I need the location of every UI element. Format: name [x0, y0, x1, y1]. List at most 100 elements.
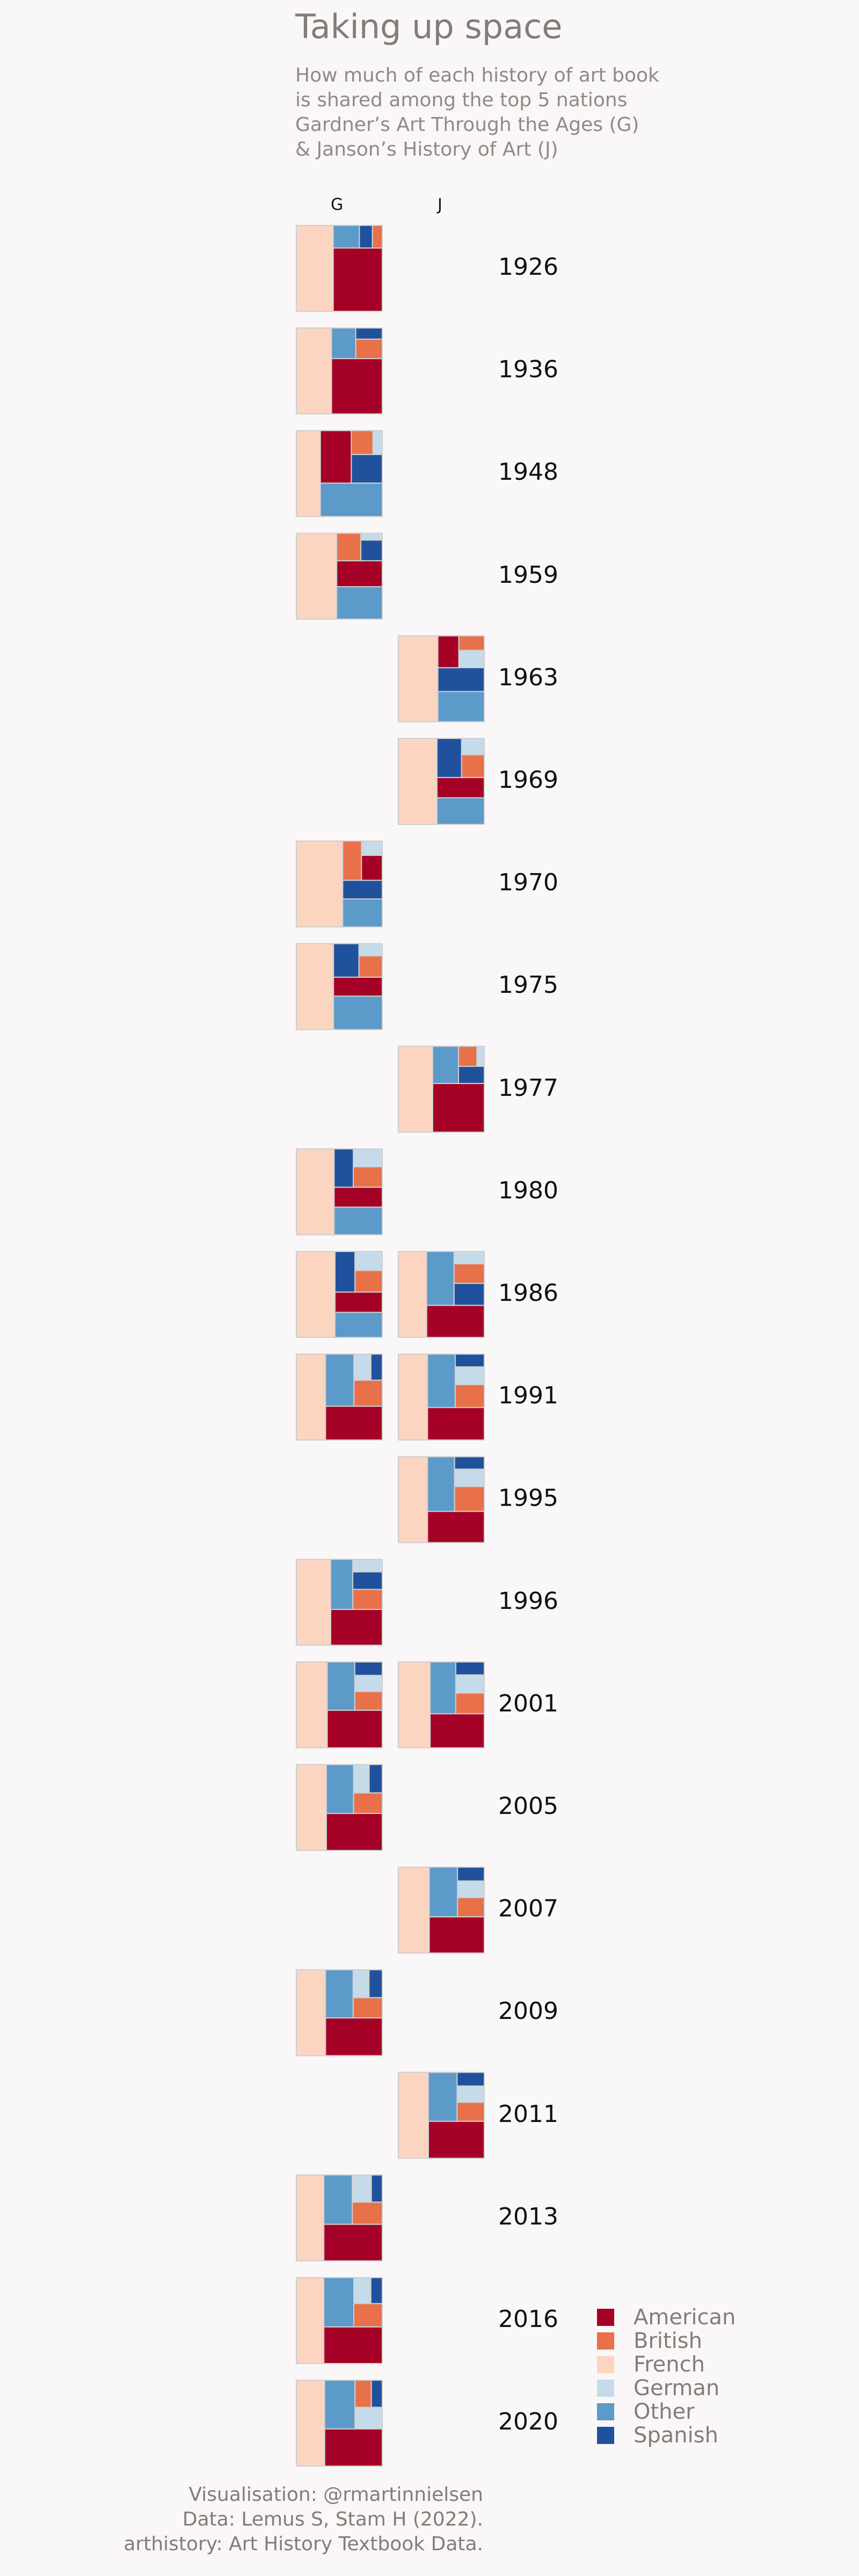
chart-subtitle: How much of each history of art book is …: [295, 63, 703, 162]
treemap-tile-other: [430, 1661, 456, 1715]
treemap-tile-german: [353, 2277, 372, 2304]
caption-line: Data: Lemus S, Stam H (2022).: [182, 2508, 483, 2530]
treemap-tile-german: [354, 1674, 383, 1692]
treemap-tile-french: [296, 840, 344, 928]
treemap-tile-german: [352, 1969, 370, 1999]
treemap-tile-spanish: [458, 1065, 485, 1084]
treemap-tile-other: [427, 1456, 455, 1512]
treemap-tile-french: [296, 225, 334, 312]
treemap-tile-french: [398, 635, 439, 722]
treemap-tile-british: [353, 2303, 383, 2328]
treemap-tile-spanish: [370, 2380, 383, 2408]
year-label: 1926: [498, 253, 558, 281]
treemap-tile-american: [332, 247, 383, 312]
treemap-tile-spanish: [368, 1969, 383, 1999]
subtitle-line: & Janson’s History of Art (J): [295, 138, 558, 160]
treemap-tile-american: [336, 560, 383, 588]
legend-swatch: [597, 2427, 614, 2444]
treemap-tile-british: [353, 1792, 383, 1814]
treemap-tile-other: [427, 1353, 456, 1408]
year-label: 1995: [498, 1484, 558, 1512]
treemap-tile-british: [353, 1166, 383, 1188]
treemap-tile-french: [296, 1969, 326, 2057]
treemap-tile-american: [333, 1187, 383, 1208]
treemap-tile-other: [333, 996, 383, 1030]
treemap-tile-spanish: [333, 1148, 354, 1188]
treemap-tile-american: [426, 1305, 485, 1338]
treemap-tile-german: [352, 2174, 372, 2203]
year-label: 2011: [498, 2100, 558, 2128]
year-label: 1959: [498, 561, 558, 589]
treemap-tile-french: [398, 1353, 428, 1441]
year-label: 2007: [498, 1895, 558, 1923]
treemap-tile-german: [358, 943, 383, 957]
treemap-tile-british: [457, 1897, 485, 1918]
treemap-tile-other: [331, 327, 356, 360]
treemap-tile-spanish: [455, 1661, 485, 1675]
treemap-tile-german: [457, 1880, 485, 1898]
legend-item: French: [597, 2352, 736, 2377]
treemap-tile-spanish: [436, 738, 462, 778]
treemap-tile-american: [427, 1407, 485, 1441]
treemap-tile-other: [332, 225, 360, 249]
treemap-tile-other: [334, 1312, 383, 1338]
treemap-tile-german: [361, 840, 383, 856]
treemap-tile-british: [454, 1384, 485, 1408]
treemap-tile-german: [476, 1045, 485, 1067]
treemap-tile-french: [296, 1661, 328, 1748]
treemap-tile-spanish: [360, 539, 383, 561]
treemap-tile-spanish: [352, 1571, 383, 1590]
caption-line: arthistory: Art History Textbook Data.: [123, 2533, 483, 2555]
year-label: 1977: [498, 1074, 558, 1102]
column-header-j: J: [438, 195, 442, 214]
treemap-tile-american: [334, 1291, 383, 1313]
treemap-tile-british: [352, 1997, 383, 2019]
treemap-tile-german: [354, 2406, 383, 2429]
treemap-tile-british: [353, 1379, 383, 1407]
treemap-tile-british: [456, 2102, 485, 2122]
treemap-tile-british: [358, 955, 383, 978]
year-label: 1936: [498, 356, 558, 384]
treemap-tile-other: [319, 482, 383, 517]
treemap-tile-other: [325, 1969, 354, 2019]
treemap-tile-other: [333, 1206, 383, 1235]
treemap-tile-spanish: [437, 667, 485, 692]
treemap-tile-british: [352, 2201, 383, 2225]
treemap-tile-other: [432, 1045, 459, 1084]
column-header-g: G: [331, 195, 344, 214]
treemap-tile-american: [437, 635, 460, 669]
legend-label: Other: [634, 2399, 695, 2424]
treemap-tile-british: [342, 840, 362, 881]
treemap-tile-french: [398, 1045, 433, 1133]
treemap-tile-british: [351, 430, 374, 455]
treemap-tile-german: [352, 1558, 383, 1572]
treemap-tile-british: [354, 1690, 383, 1711]
treemap-tile-spanish: [454, 1353, 485, 1367]
treemap-tile-british: [354, 2380, 372, 2408]
treemap-tile-german: [458, 649, 485, 668]
year-label: 1996: [498, 1587, 558, 1615]
treemap-tile-french: [398, 1456, 428, 1543]
year-label: 1991: [498, 1382, 558, 1410]
treemap-tile-spanish: [351, 453, 383, 484]
year-label: 1970: [498, 869, 558, 897]
subtitle-line: How much of each history of art book: [295, 64, 659, 86]
treemap-tile-french: [296, 532, 338, 620]
treemap-tile-american: [323, 2223, 383, 2262]
treemap-tile-american: [319, 430, 352, 484]
subtitle-line: Gardner’s Art Through the Ages (G): [295, 114, 639, 136]
treemap-tile-american: [430, 1713, 485, 1748]
treemap-tile-french: [296, 2277, 325, 2364]
treemap-tile-german: [372, 430, 383, 455]
treemap-tile-american: [325, 1406, 383, 1441]
treemap-tile-british: [458, 635, 485, 651]
treemap-tile-french: [398, 1661, 431, 1748]
legend-item: German: [597, 2376, 736, 2401]
treemap-tile-american: [326, 1709, 383, 1748]
treemap-tile-other: [324, 2380, 356, 2429]
legend-swatch: [597, 2309, 614, 2326]
year-label: 1975: [498, 971, 558, 999]
year-label: 2013: [498, 2202, 558, 2230]
legend: American British French German Other Spanish: [597, 2305, 736, 2448]
treemap-tile-british: [355, 338, 383, 360]
